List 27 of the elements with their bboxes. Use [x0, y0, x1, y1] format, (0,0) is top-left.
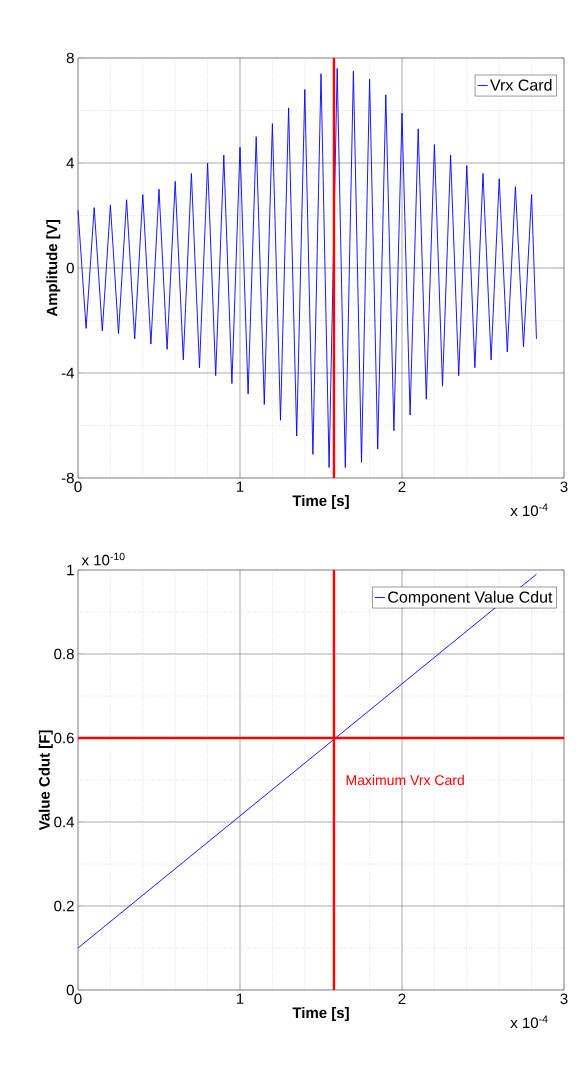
y-axis-title: Value Cdut [F]: [38, 730, 53, 831]
legend-label: Component Value Cdut: [388, 591, 553, 606]
x-tick-label: 3: [560, 481, 568, 493]
x-tick-label: 1: [236, 481, 244, 492]
y-tick-label: 1: [67, 564, 74, 576]
x-tick-label: 1: [236, 993, 244, 1004]
text: x 10$^{-4}$: [510, 503, 548, 517]
legend-label: Vrx Card: [490, 78, 552, 91]
y-tick-label: 8: [66, 52, 74, 64]
text: x 10$^{-4}$: [510, 1015, 548, 1029]
y-tick-label: 0.6: [54, 732, 74, 744]
y-tick-label: 0.8: [54, 648, 74, 660]
y-tick-label: -8: [61, 472, 74, 484]
x-axis-title: Time [s]: [292, 1007, 349, 1021]
text: x 10$^{-10}$: [81, 552, 125, 566]
y-tick-label: 4: [66, 157, 75, 169]
y-tick-label: 0.4: [54, 816, 75, 828]
x-tick-label: 2: [398, 481, 406, 492]
annotation: Maximum Vrx Card: [346, 774, 464, 786]
y-axis-title: Amplitude [V]: [46, 220, 61, 317]
y-tick-label: -4: [61, 367, 75, 379]
x-tick-label: 3: [560, 993, 568, 1005]
y-tick-label: 0: [66, 984, 74, 996]
y-tick-label: 0.2: [54, 900, 74, 912]
y-tick-label: 0: [66, 262, 74, 274]
x-axis-title: Time [s]: [292, 495, 349, 509]
x-tick-label: 2: [398, 993, 406, 1004]
